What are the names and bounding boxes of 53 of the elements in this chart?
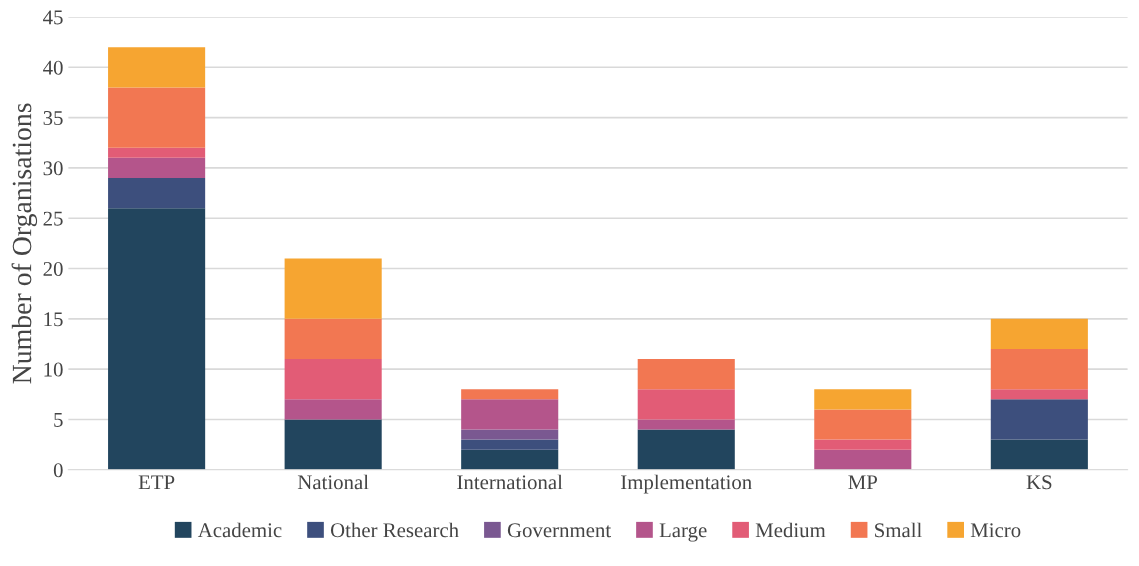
bar (108, 87, 206, 148)
bar (284, 399, 382, 420)
y-tick-label: 0 (53, 463, 63, 478)
y-tick-label: 20 (43, 261, 63, 276)
y-tick-label: 15 (44, 312, 63, 327)
bar (990, 439, 1088, 470)
x-tick-label: Implementation (621, 474, 752, 494)
legend-label: Micro (970, 523, 1021, 538)
y-axis-title: Number of Organisations (11, 103, 38, 384)
y-tick-label: 25 (43, 211, 63, 226)
y-tick-label: 10 (44, 362, 63, 377)
bar (284, 318, 382, 360)
y-tick-label: 30 (43, 161, 63, 176)
bar (108, 147, 206, 158)
bar (637, 359, 735, 390)
legend-label: Government (507, 523, 612, 538)
bar (461, 389, 559, 400)
bar (284, 359, 382, 400)
bar (990, 389, 1088, 400)
x-tick-label: ETP (138, 475, 175, 490)
legend-label: Small (875, 522, 922, 538)
y-tick-label: 5 (54, 413, 63, 427)
bar (108, 47, 206, 88)
x-tick-label: International (457, 474, 563, 490)
legend-label: Medium (755, 522, 826, 538)
bar (461, 429, 559, 440)
bar (637, 419, 735, 430)
bar (814, 389, 912, 410)
bar (284, 419, 382, 470)
legend-label: Large (659, 523, 707, 542)
bar (814, 409, 912, 440)
bar (814, 449, 912, 470)
bar (814, 439, 912, 450)
bar (461, 439, 559, 450)
legend-label: Other Research (330, 522, 459, 538)
bar (637, 429, 735, 470)
bar (990, 399, 1088, 440)
y-tick-label: 35 (43, 111, 63, 126)
x-tick-label: KS (1026, 475, 1052, 490)
bar (108, 157, 206, 178)
bar (990, 349, 1088, 390)
bar (637, 389, 735, 420)
bar (461, 449, 559, 470)
x-tick-label: National (297, 474, 369, 490)
legend-label: Academic (197, 522, 282, 538)
bar (108, 177, 206, 209)
x-tick-label: MP (848, 475, 878, 490)
bar (108, 208, 206, 470)
bar (284, 258, 382, 319)
bar (461, 399, 559, 430)
y-tick-label: 45 (43, 10, 63, 25)
y-tick-label: 40 (43, 60, 63, 75)
bar (990, 318, 1088, 350)
